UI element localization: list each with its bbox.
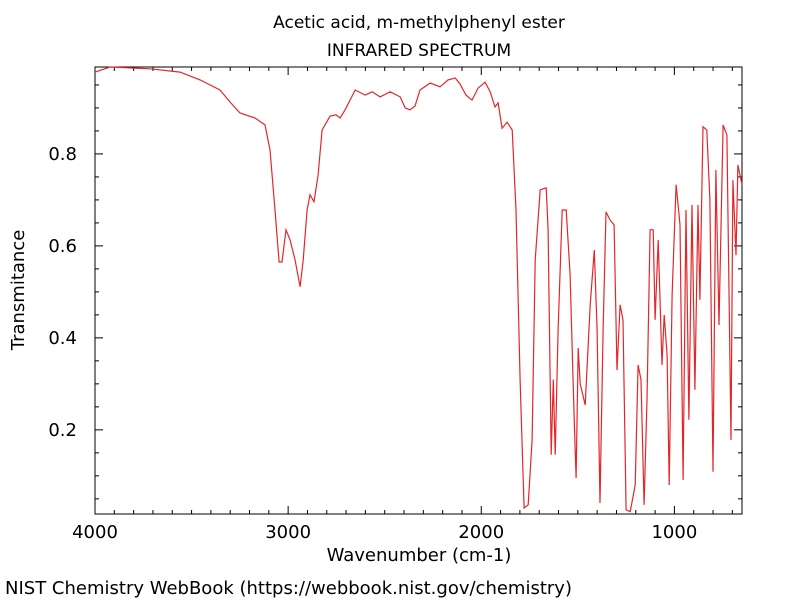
plot-frame <box>94 66 743 515</box>
x-axis-label: Wavenumber (cm-1) <box>327 545 512 566</box>
y-tick-label: 0.8 <box>48 144 77 165</box>
y-tick-label: 0.2 <box>48 420 77 441</box>
y-axis-label: Transmitance <box>8 230 29 352</box>
x-tick-label: 4000 <box>72 522 118 543</box>
x-tick-label: 3000 <box>265 522 311 543</box>
y-tick-label: 0.6 <box>48 236 77 257</box>
chart-subtitle: INFRARED SPECTRUM <box>327 41 511 61</box>
chart-title: Acetic acid, m-methylphenyl ester <box>273 13 565 33</box>
x-tick-label: 2000 <box>458 522 504 543</box>
x-tick-label: 1000 <box>651 522 697 543</box>
spectrum-line <box>94 66 743 513</box>
footer: NIST Chemistry WebBook (https://webbook.… <box>5 578 572 599</box>
y-tick-label: 0.4 <box>48 328 77 349</box>
